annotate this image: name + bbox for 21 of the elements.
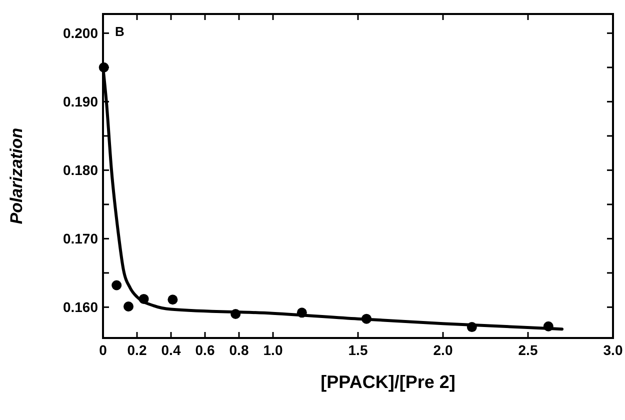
y-axis-title: Polarization <box>7 128 26 224</box>
x-axis-title: [PPACK]/[Pre 2] <box>320 372 456 392</box>
x-tick-label: 1.5 <box>348 342 368 358</box>
text: 3.0 <box>603 342 623 358</box>
text: 2.0 <box>433 342 453 358</box>
x-tick-label: 0.4 <box>161 342 181 358</box>
x-tick-label: 0.2 <box>127 342 147 358</box>
y-tick-label: 0.180 <box>62 162 98 178</box>
x-tick-label: 0 <box>99 342 108 358</box>
x-tick-label: 2.5 <box>518 342 538 358</box>
y-tick-label: 0.200 <box>62 25 98 42</box>
x-tick-label: 0.8 <box>229 342 249 358</box>
point <box>112 280 122 290</box>
point <box>124 301 134 312</box>
y-tick-label: 0.170 <box>62 230 98 247</box>
x-tick-label: 0.6 <box>195 342 215 358</box>
text: 1.0 <box>263 342 283 358</box>
annotation: B <box>115 24 124 39</box>
point <box>168 294 178 305</box>
y-tick-label: 0.160 <box>62 299 98 316</box>
y-tick-label: 0.190 <box>62 94 98 110</box>
